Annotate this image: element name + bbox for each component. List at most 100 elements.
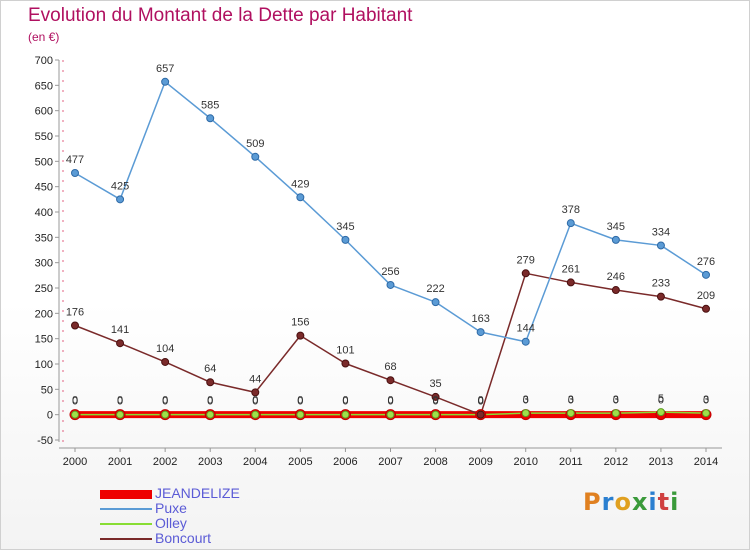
x-tick-label: 2012 — [604, 456, 628, 468]
x-tick-label: 2003 — [198, 456, 222, 468]
data-label-jeandelize: 0 — [117, 395, 123, 407]
data-point-olley — [71, 410, 79, 419]
data-point-boncourt — [296, 331, 305, 340]
data-label-puxe: 256 — [381, 266, 399, 278]
data-label-jeandelize: 0 — [252, 395, 258, 407]
logo-letter: i — [648, 488, 658, 516]
data-label-jeandelize: 0 — [658, 395, 664, 407]
x-tick-label: 2010 — [513, 456, 537, 468]
data-point-olley — [702, 409, 710, 418]
data-point-boncourt — [656, 292, 665, 301]
data-label-puxe: 509 — [246, 138, 264, 150]
data-point-olley — [656, 408, 665, 417]
data-label-jeandelize: 0 — [523, 395, 529, 407]
data-label-jeandelize: 0 — [342, 395, 348, 407]
data-label-puxe: 477 — [66, 154, 84, 166]
y-tick-label: 300 — [35, 258, 53, 270]
data-point-olley — [341, 410, 350, 419]
data-point-puxe — [161, 77, 170, 86]
legend-label: Olley — [155, 515, 187, 531]
data-point-olley — [386, 410, 395, 419]
x-tick-label: 2006 — [333, 456, 357, 468]
data-label-boncourt: 35 — [429, 378, 441, 390]
data-label-puxe: 163 — [471, 313, 489, 325]
data-point-olley — [521, 409, 530, 418]
y-tick-label: 0 — [47, 410, 53, 422]
data-point-olley — [431, 410, 440, 419]
data-point-puxe — [431, 298, 440, 307]
x-tick-label: 2014 — [694, 456, 718, 468]
data-label-olley: 0 — [117, 396, 123, 408]
y-tick-label: 250 — [35, 283, 53, 295]
x-tick-label: 2013 — [649, 456, 673, 468]
logo-letter: i — [670, 488, 680, 516]
y-tick-label: 550 — [35, 131, 53, 143]
y-tick-label: 50 — [41, 384, 53, 396]
data-point-puxe — [341, 235, 350, 244]
data-label-puxe: 345 — [336, 221, 354, 233]
logo-letter: t — [657, 488, 671, 516]
data-label-olley: 0 — [478, 396, 484, 408]
data-point-puxe — [566, 219, 575, 228]
y-tick-label: 150 — [35, 334, 53, 346]
legend-label: Puxe — [155, 500, 187, 516]
data-label-olley: 3 — [523, 394, 529, 406]
y-tick-label: 600 — [35, 106, 53, 118]
x-tick-label: 2005 — [288, 456, 312, 468]
data-label-puxe: 345 — [607, 221, 625, 233]
data-label-puxe: 334 — [652, 226, 670, 238]
logo-letter: P — [583, 488, 602, 516]
x-tick-label: 2009 — [468, 456, 492, 468]
y-tick-label: 400 — [35, 207, 53, 219]
legend-label: JEANDELIZE — [155, 485, 240, 501]
legend-item-jeandelize: JEANDELIZE — [100, 485, 300, 501]
data-point-boncourt — [521, 269, 530, 278]
logo-letter: o — [614, 488, 632, 516]
data-label-jeandelize: 0 — [613, 395, 619, 407]
legend-label: Boncourt — [155, 530, 212, 546]
data-label-boncourt: 0 — [478, 396, 484, 408]
data-label-boncourt: 104 — [156, 343, 174, 355]
data-label-boncourt: 68 — [384, 361, 396, 373]
data-label-olley: 3 — [613, 394, 619, 406]
x-tick-label: 2011 — [559, 456, 583, 468]
data-point-puxe — [206, 114, 215, 123]
data-label-olley: 3 — [703, 394, 709, 406]
data-point-boncourt — [702, 304, 710, 313]
data-label-jeandelize: 0 — [478, 395, 484, 407]
x-tick-label: 2001 — [108, 456, 132, 468]
x-tick-label: 2002 — [153, 456, 177, 468]
data-label-boncourt: 279 — [517, 254, 535, 266]
data-point-puxe — [656, 241, 665, 250]
data-label-olley: 5 — [658, 393, 664, 405]
data-label-boncourt: 176 — [66, 306, 84, 318]
data-point-boncourt — [431, 392, 440, 401]
data-label-boncourt: 233 — [652, 278, 670, 290]
data-label-jeandelize: 0 — [703, 395, 709, 407]
data-label-jeandelize: 0 — [387, 395, 393, 407]
data-label-jeandelize: 0 — [568, 395, 574, 407]
data-point-puxe — [476, 328, 485, 337]
data-point-olley — [206, 410, 215, 419]
data-label-olley: 0 — [207, 396, 213, 408]
data-point-boncourt — [386, 376, 395, 385]
legend-item-boncourt: Boncourt — [100, 530, 300, 546]
data-point-puxe — [611, 235, 620, 244]
y-tick-label: 700 — [35, 55, 53, 67]
data-label-olley: 0 — [387, 396, 393, 408]
y-tick-label: 450 — [35, 182, 53, 194]
data-point-puxe — [521, 337, 530, 346]
chart-title: Evolution du Montant de la Dette par Hab… — [28, 5, 413, 26]
data-point-olley — [296, 410, 305, 419]
data-label-boncourt: 156 — [291, 317, 309, 329]
legend-item-puxe: Puxe — [100, 500, 300, 516]
y-tick-label: 650 — [35, 80, 53, 92]
data-point-puxe — [702, 270, 710, 279]
data-point-boncourt — [71, 321, 79, 330]
data-label-olley: 0 — [297, 396, 303, 408]
data-label-jeandelize: 0 — [207, 395, 213, 407]
data-label-olley: 3 — [568, 394, 574, 406]
legend: JEANDELIZE Puxe Olley Boncourt — [100, 485, 300, 546]
x-tick-label: 2007 — [378, 456, 402, 468]
